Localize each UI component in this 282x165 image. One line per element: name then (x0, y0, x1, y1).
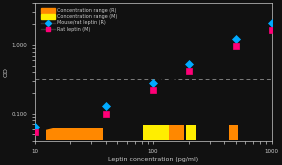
Y-axis label: OD: OD (3, 67, 8, 77)
X-axis label: Leptin concentration (pg/ml): Leptin concentration (pg/ml) (108, 157, 198, 162)
Bar (186, 125, 196, 140)
Bar (46, 128, 103, 140)
Bar (143, 125, 169, 140)
Bar (169, 125, 184, 140)
Legend: Concentration range (R), Concentration range (M), Mouse/rat leptin (R), Rat lept: Concentration range (R), Concentration r… (39, 7, 119, 33)
Bar (229, 125, 238, 140)
